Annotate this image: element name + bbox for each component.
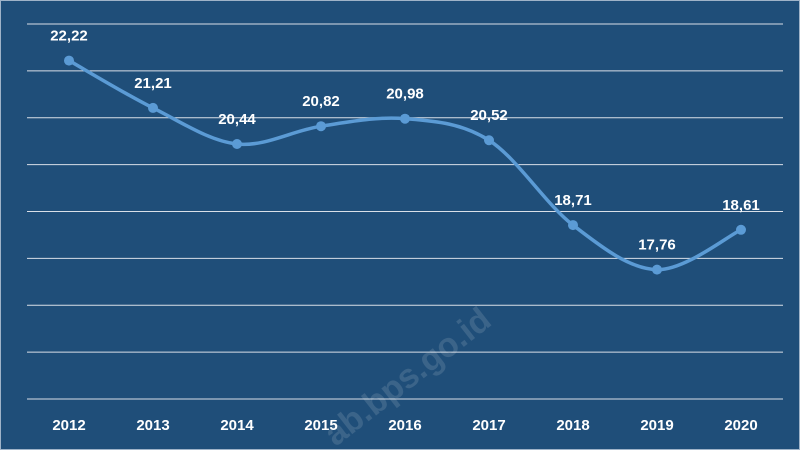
data-label: 20,98 xyxy=(386,86,424,103)
x-tick-label: 2015 xyxy=(304,417,337,434)
data-label: 18,61 xyxy=(722,197,760,214)
data-label: 18,71 xyxy=(554,192,592,209)
data-point xyxy=(232,139,242,149)
x-tick-label: 2018 xyxy=(556,417,589,434)
data-label: 17,76 xyxy=(638,237,676,254)
data-label: 20,82 xyxy=(302,93,340,110)
data-point xyxy=(64,55,74,66)
data-point xyxy=(400,113,410,124)
x-tick-label: 2017 xyxy=(472,417,505,434)
data-label: 21,21 xyxy=(134,75,172,92)
data-point xyxy=(484,135,494,146)
x-tick-label: 2019 xyxy=(640,417,673,434)
data-label: 22,22 xyxy=(50,28,88,45)
data-point xyxy=(736,224,746,235)
data-point xyxy=(568,220,578,231)
x-tick-label: 2020 xyxy=(724,417,757,434)
data-label: 20,52 xyxy=(470,107,508,124)
grid xyxy=(27,23,783,400)
x-tick-label: 2016 xyxy=(388,417,421,434)
data-label: 20,44 xyxy=(218,111,256,128)
data-point xyxy=(652,264,662,275)
x-tick-label: 2012 xyxy=(52,417,85,434)
data-point xyxy=(148,102,158,113)
x-tick-label: 2014 xyxy=(220,417,254,434)
data-point xyxy=(316,121,326,132)
x-tick-label: 2013 xyxy=(136,417,169,434)
